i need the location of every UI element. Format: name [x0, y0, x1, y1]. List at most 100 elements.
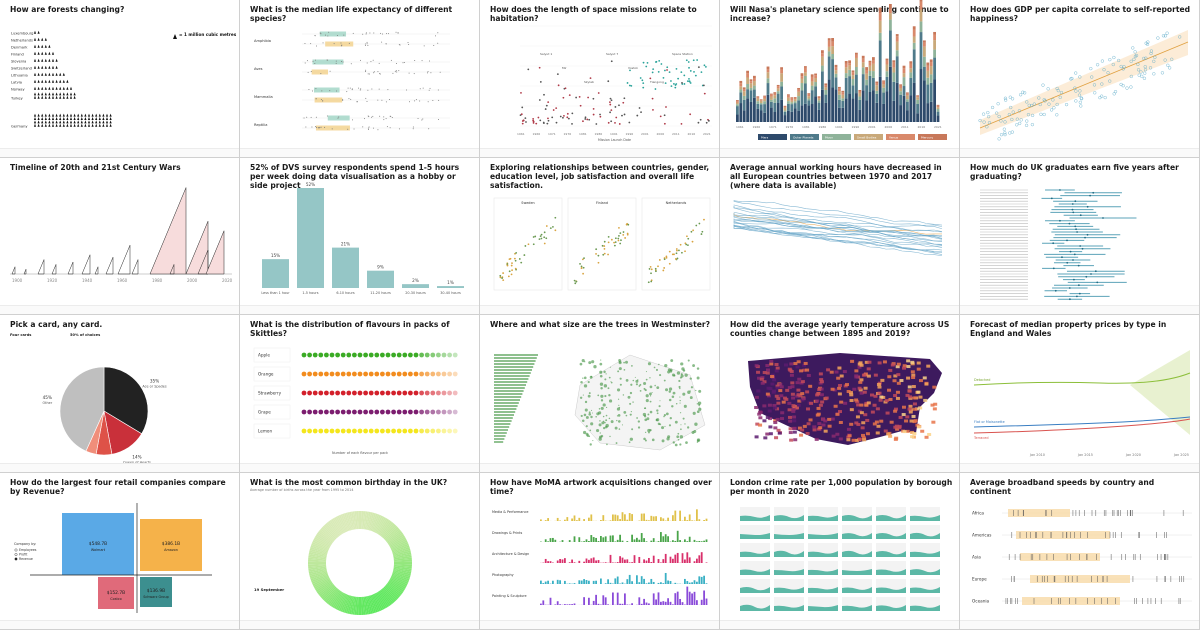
skittle-dot: [312, 409, 318, 415]
county-cell: [762, 419, 767, 423]
tile-property-forecast[interactable]: Forecast of median property prices by ty…: [960, 315, 1200, 473]
tree-icon: [48, 65, 51, 69]
mission-point: [693, 70, 695, 73]
tree-icon: [41, 86, 44, 90]
county-cell: [835, 432, 840, 436]
tile-skittles[interactable]: What is the distribution of flavours in …: [240, 315, 480, 473]
median-point: [1052, 241, 1055, 244]
point: [373, 71, 375, 73]
county-cell: [877, 391, 882, 395]
tile-wars-timeline[interactable]: Timeline of 20th and 21st Century Wars 1…: [0, 157, 240, 315]
country-line: [733, 199, 943, 225]
mission-point: [673, 82, 675, 85]
spending-bar: [810, 85, 814, 91]
person-point: [580, 265, 583, 267]
country-point: [1103, 95, 1107, 100]
tile-pick-a-card[interactable]: Pick a card, any card. 35% Ace or Spades 1…: [0, 315, 240, 473]
point: [307, 71, 309, 73]
borough-outline: [574, 354, 706, 451]
tile-graduate-earnings[interactable]: How much do UK graduates earn five years…: [960, 157, 1200, 315]
acquisition-bar: [672, 558, 674, 563]
acquisition-bar: [602, 536, 605, 542]
tile-species[interactable]: What is the median life expectancy of di…: [240, 0, 480, 158]
tile-us-temperature[interactable]: How did the average yearly temperature a…: [720, 315, 960, 473]
tree-icon: [109, 120, 112, 124]
day-segment: [368, 512, 375, 530]
skittle-dot: [329, 371, 335, 377]
skittle-dot: [452, 371, 458, 377]
person-point: [538, 237, 541, 240]
mission-point: [652, 108, 654, 111]
tree-point: [687, 359, 690, 362]
tile-retail-companies[interactable]: How do the largest four retail companies…: [0, 472, 240, 630]
tile-dvs-survey[interactable]: 52% of DVS survey respondents spend 1-5 …: [240, 157, 480, 315]
tile-gdp-happiness[interactable]: How does GDP per capita correlate to sel…: [960, 0, 1200, 158]
mission-point: [649, 77, 652, 80]
tile-birthdays[interactable]: What is the most common birthday in the …: [240, 472, 480, 630]
county-cell: [809, 401, 814, 405]
tree-icon: [59, 72, 62, 76]
tree-point: [610, 420, 614, 424]
mission-point: [578, 95, 581, 98]
skittle-dot: [346, 409, 352, 415]
county-cell: [769, 362, 774, 366]
tile-working-hours[interactable]: Average annual working hours have decrea…: [720, 157, 960, 315]
spending-bar: [831, 46, 834, 55]
tree-point: [673, 374, 676, 377]
person-point: [543, 235, 546, 238]
county-cell: [765, 415, 770, 419]
county-cell: [910, 370, 915, 374]
spending-bar: [753, 89, 756, 98]
median-point: [1077, 283, 1080, 286]
spending-bar: [824, 87, 828, 91]
acquisition-bar: [616, 576, 619, 584]
county-cell: [912, 396, 917, 400]
tile-moma[interactable]: How have MoMA artwork acquisitions chang…: [480, 472, 720, 630]
day-segment: [311, 575, 329, 584]
tree-icon: [37, 79, 40, 83]
country-line: [733, 212, 943, 232]
tree-icon: [37, 30, 40, 34]
acquisition-bar: [660, 581, 662, 584]
spending-bar: [834, 70, 838, 74]
skittle-dot: [436, 409, 441, 415]
county-cell: [767, 409, 772, 413]
country-label: Norway: [11, 88, 26, 92]
acquisition-bar: [619, 534, 621, 542]
point: [381, 99, 383, 101]
tile-broadband[interactable]: Average broadband speeds by country and …: [960, 472, 1200, 630]
legend-label: Venus: [889, 136, 898, 140]
tree-point: [599, 382, 604, 386]
point: [373, 72, 375, 74]
tree-icon: [55, 92, 58, 96]
tick-label: 1971: [548, 132, 556, 136]
spending-bar: [838, 86, 841, 89]
tile-nasa-spending[interactable]: Will Nasa's planetary science spending c…: [720, 0, 960, 158]
day-segment: [392, 548, 411, 555]
mission-point: [663, 122, 666, 125]
tile-relationships[interactable]: Exploring relationships between countrie…: [480, 157, 720, 315]
day-segment: [362, 510, 366, 529]
spending-bar: [793, 108, 797, 122]
tile-forests[interactable]: How are forests changing? Luxembourg Neth…: [0, 0, 240, 158]
acquisition-bar: [686, 540, 689, 542]
point: [352, 32, 354, 34]
spending-bar: [800, 76, 804, 79]
tile-london-crime[interactable]: London crime rate per 1,000 population b…: [720, 472, 960, 630]
legend-title: Company by:: [14, 542, 36, 546]
county-cell: [772, 389, 777, 393]
tile-space-missions[interactable]: How does the length of space missions re…: [480, 0, 720, 158]
acquisition-bar: [705, 518, 708, 521]
mission-point: [636, 114, 639, 117]
acquisition-bar: [669, 601, 672, 605]
spending-bar: [800, 73, 804, 77]
acquisition-bar: [650, 561, 653, 563]
tile-footer: [960, 147, 1199, 157]
tile-westminster-trees[interactable]: Where and what size are the trees in Wes…: [480, 315, 720, 473]
box: [311, 69, 329, 75]
crime-area: [808, 550, 838, 557]
tree-point: [637, 379, 639, 381]
tree-point: [690, 386, 694, 389]
spending-bar: [814, 82, 817, 87]
